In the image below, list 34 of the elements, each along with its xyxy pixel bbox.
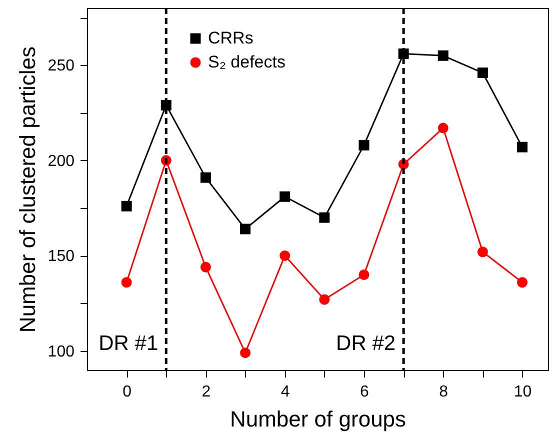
- legend-label: S₂ defects: [208, 52, 286, 72]
- x-axis-title: Number of groups: [230, 406, 406, 432]
- x-tick-label: 6: [360, 384, 370, 400]
- point: [121, 277, 132, 288]
- x-tick-label: 8: [439, 384, 448, 400]
- point: [358, 140, 370, 150]
- point: [477, 68, 488, 78]
- point: [240, 224, 251, 234]
- ref-line-label: DR #2: [336, 332, 396, 355]
- point: [319, 294, 330, 305]
- y-tick-label: 100: [48, 343, 75, 360]
- x-tick-label: 10: [514, 384, 532, 400]
- point: [517, 142, 528, 152]
- x-tick-label: 4: [280, 384, 290, 400]
- legend-label: CRRs: [208, 28, 254, 48]
- point: [438, 122, 448, 134]
- point: [280, 191, 290, 202]
- ref-line-label: DR #1: [98, 332, 158, 355]
- point: [438, 50, 448, 61]
- y-tick-label: 150: [48, 248, 75, 266]
- point: [240, 348, 251, 358]
- point: [280, 250, 290, 261]
- point: [477, 246, 488, 258]
- point: [121, 200, 132, 212]
- y-tick-label: 200: [48, 152, 75, 170]
- y-axis-title: Number of clustered particles: [14, 46, 40, 333]
- x-tick-label: 0: [122, 384, 132, 400]
- point: [319, 212, 330, 223]
- point: [200, 172, 211, 183]
- point: [358, 270, 370, 280]
- point: [200, 262, 211, 272]
- x-tick-label: 2: [202, 384, 211, 400]
- point: [517, 277, 528, 288]
- y-tick-label: 250: [48, 58, 75, 75]
